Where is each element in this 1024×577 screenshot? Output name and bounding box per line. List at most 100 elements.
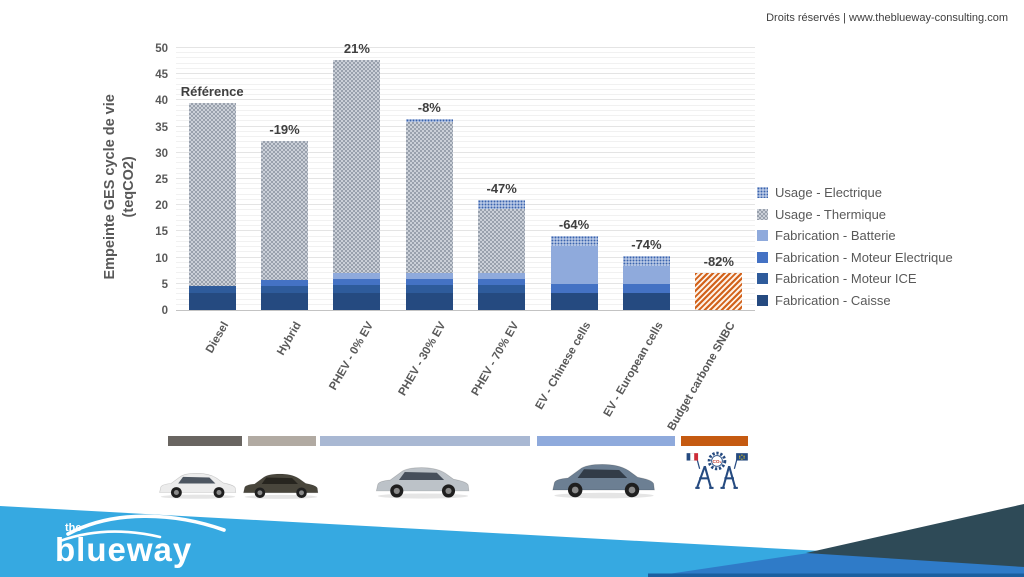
bar-annotation: -64% (558, 216, 590, 232)
footer-bottom-edge (648, 573, 1024, 577)
chart-legend: Usage - Electrique Usage - Thermique Fabri… (757, 182, 953, 311)
gridline (176, 303, 755, 305)
y-tick-label: 20 (155, 200, 168, 213)
bar-segment (333, 59, 381, 273)
gridline (176, 99, 755, 101)
gridline (176, 209, 755, 211)
gridline (176, 282, 755, 284)
bar-hybrid (261, 140, 309, 310)
bar-segment (550, 235, 598, 246)
gridline (176, 256, 755, 258)
x-axis-label: PHEV - 30% EV (396, 320, 449, 398)
bar-segment (333, 285, 381, 294)
y-tick-label: 10 (155, 252, 168, 265)
bar-segment (478, 278, 526, 286)
gridline (176, 272, 755, 274)
gridline (176, 198, 755, 200)
bar-budget-carbone-snbc (695, 272, 743, 310)
legend-swatch-icon (757, 208, 768, 220)
gridline (176, 52, 755, 54)
bar-annotation: Référence (180, 84, 244, 100)
bar-segment (405, 122, 453, 273)
chart-plot: Référence -19% 21% -8% -47% -64% -74% -82% (176, 41, 755, 311)
bar-segment (188, 286, 236, 294)
y-tick-label: 45 (155, 69, 168, 82)
gridline (176, 67, 755, 69)
bar-ev-european-cells (622, 256, 670, 310)
bar-phev-70-ev (478, 199, 526, 310)
gridline (176, 151, 755, 153)
bar-annotation: -82% (703, 253, 734, 269)
strip-segment-diesel-group (168, 436, 242, 446)
y-tick-label: 40 (155, 95, 168, 108)
bar-annotation: 21% (343, 40, 370, 56)
bar-segment (188, 103, 236, 287)
gridline (176, 157, 755, 159)
logo-swoosh-small (58, 530, 162, 543)
bar-segment (478, 285, 526, 294)
bar-segment (261, 140, 309, 280)
gridline (176, 73, 755, 75)
y-tick-label: 5 (161, 278, 168, 291)
y-tick-label: 50 (155, 43, 168, 55)
gridline (176, 188, 755, 190)
legend-item: Usage - Thermique (757, 204, 953, 226)
gridline (176, 141, 755, 143)
y-tick-label: 25 (155, 174, 168, 186)
bar-segment (405, 272, 453, 279)
gridline (176, 178, 755, 179)
copyright-text: Droits réservés | www.theblueway-consult… (766, 12, 1008, 24)
strip-segment-ev-group (537, 436, 675, 446)
legend-item: Fabrication - Moteur Electrique (757, 247, 953, 269)
legend-swatch-icon (757, 251, 768, 263)
gridline (176, 225, 755, 227)
footer-midblue-triangle (648, 551, 1024, 577)
gear-co2-label: CO₂ (712, 459, 721, 464)
strip-segment-phev-group (320, 436, 530, 446)
x-axis-label: Diesel (204, 320, 232, 356)
legend-item: Fabrication - Batterie (757, 225, 953, 247)
legend-label: Usage - Electrique (775, 185, 882, 201)
bar-segment (622, 293, 670, 310)
bar-segment (333, 278, 381, 286)
eu-flag-icon (733, 453, 748, 469)
bar-segment (622, 266, 670, 284)
bar-segment (405, 119, 453, 123)
bar-segment (550, 283, 598, 294)
blueway-logo: the blueway (55, 514, 226, 568)
gridline (176, 204, 755, 206)
logo-swoosh-large (66, 514, 226, 536)
x-axis-label: Budget carbone SNBC (666, 320, 739, 433)
bar-segment (622, 283, 670, 294)
bar-segment (261, 285, 309, 294)
gridline (176, 214, 755, 216)
y-tick-label: 0 (161, 305, 168, 317)
bar-segment (405, 278, 453, 286)
legend-label: Fabrication - Moteur Electrique (775, 249, 953, 265)
bar-phev-0-ev (333, 59, 381, 310)
legend-item: Fabrication - Moteur ICE (757, 268, 953, 290)
gridline (176, 104, 755, 106)
x-axis-label: PHEV - 70% EV (469, 320, 522, 398)
legend-swatch-icon (757, 187, 768, 199)
x-axis-label: EV - European cells (601, 320, 666, 419)
legend-swatch-icon (757, 294, 768, 306)
bar-segment (405, 293, 453, 310)
legend-item: Fabrication - Caisse (757, 290, 953, 312)
logo-name: blueway (55, 531, 192, 568)
gear-icon: CO₂ (707, 451, 727, 471)
gridline (176, 167, 755, 169)
gridline (176, 162, 755, 164)
gridline (176, 246, 755, 248)
bar-annotation: -19% (269, 121, 300, 137)
gridline (176, 78, 755, 80)
gridline (176, 62, 755, 64)
bar-annotation: -74% (631, 237, 662, 253)
gridline (176, 240, 755, 242)
gridline (176, 288, 755, 290)
legend-swatch-icon (757, 273, 768, 285)
bar-segment (622, 256, 670, 266)
bar-segment (478, 272, 526, 279)
gridline (176, 47, 755, 48)
